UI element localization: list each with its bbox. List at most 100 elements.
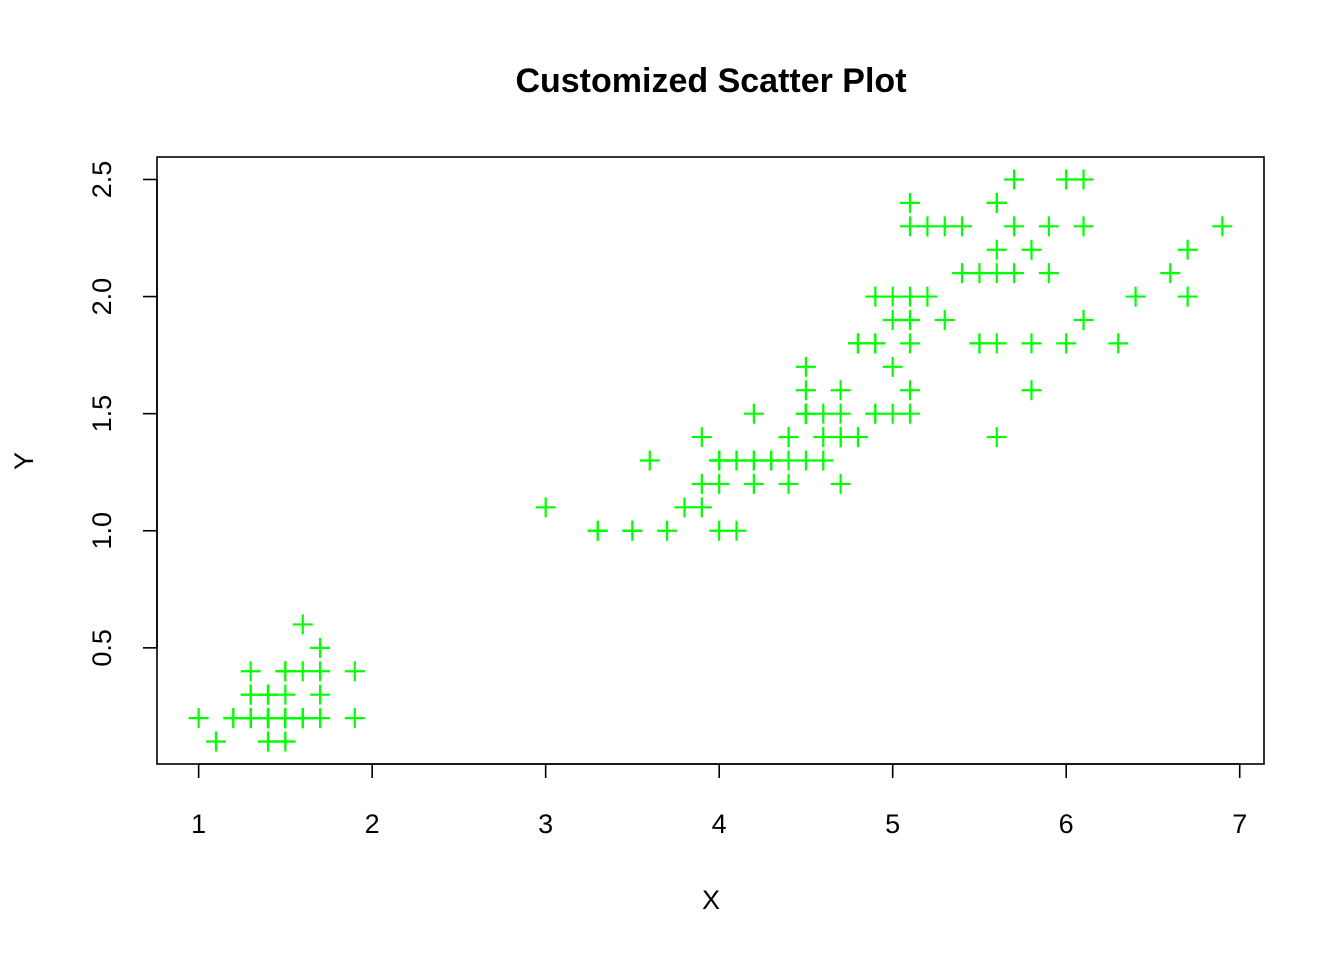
data-point (587, 520, 608, 541)
data-point (1038, 263, 1059, 284)
x-tick-label: 3 (538, 809, 553, 839)
data-point (310, 661, 331, 682)
data-point (1004, 263, 1025, 284)
data-point (882, 356, 903, 377)
data-point (1108, 333, 1129, 354)
data-point (761, 450, 782, 471)
data-point (917, 216, 938, 237)
data-point (258, 684, 279, 705)
data-point (1004, 216, 1025, 237)
data-point (795, 403, 816, 424)
data-point (674, 497, 695, 518)
data-point (795, 356, 816, 377)
data-point (1125, 286, 1146, 307)
data-point (986, 427, 1007, 448)
x-tick-label: 4 (712, 809, 727, 839)
data-point (275, 684, 296, 705)
data-point (240, 708, 261, 729)
data-point (1073, 216, 1094, 237)
data-point (952, 216, 973, 237)
data-point (917, 286, 938, 307)
data-point (813, 427, 834, 448)
data-points (188, 169, 1233, 752)
data-point (639, 450, 660, 471)
data-point (292, 661, 313, 682)
data-point (830, 403, 851, 424)
data-point (275, 731, 296, 752)
data-point (1021, 239, 1042, 260)
y-tick-label: 2.0 (87, 278, 117, 316)
data-point (830, 427, 851, 448)
data-point (709, 473, 730, 494)
data-point (1056, 169, 1077, 190)
data-point (1038, 216, 1059, 237)
data-point (900, 403, 921, 424)
data-point (344, 708, 365, 729)
data-point (275, 708, 296, 729)
data-point (344, 661, 365, 682)
data-point (535, 497, 556, 518)
y-axis: 0.5 1.0 1.5 2.0 2.5 (87, 161, 158, 667)
data-point (900, 309, 921, 330)
data-point (778, 427, 799, 448)
data-point (952, 263, 973, 284)
data-point (691, 427, 712, 448)
data-point (1021, 333, 1042, 354)
data-point (969, 263, 990, 284)
data-point (900, 286, 921, 307)
data-point (691, 497, 712, 518)
data-point (1004, 169, 1025, 190)
data-point (865, 286, 886, 307)
data-point (188, 708, 209, 729)
data-point (986, 239, 1007, 260)
data-point (258, 708, 279, 729)
x-axis-label: X (702, 885, 720, 915)
data-point (657, 520, 678, 541)
data-point (223, 708, 244, 729)
data-point (258, 731, 279, 752)
data-point (847, 333, 868, 354)
data-point (691, 473, 712, 494)
data-point (813, 403, 834, 424)
x-tick-label: 2 (365, 809, 380, 839)
data-point (900, 216, 921, 237)
data-point (743, 450, 764, 471)
data-point (986, 192, 1007, 213)
data-point (1073, 169, 1094, 190)
x-axis: 1 2 3 4 5 6 7 (191, 763, 1247, 839)
data-point (882, 309, 903, 330)
data-point (778, 450, 799, 471)
data-point (726, 450, 747, 471)
data-point (709, 520, 730, 541)
data-point (1073, 309, 1094, 330)
data-point (205, 731, 226, 752)
data-point (275, 661, 296, 682)
x-tick-label: 7 (1232, 809, 1247, 839)
data-point (292, 614, 313, 635)
y-tick-label: 2.5 (87, 161, 117, 199)
chart-title: Customized Scatter Plot (515, 62, 906, 100)
data-point (830, 380, 851, 401)
x-tick-label: 5 (885, 809, 900, 839)
data-point (795, 380, 816, 401)
y-axis-label: Y (9, 452, 39, 470)
data-point (969, 333, 990, 354)
data-point (934, 216, 955, 237)
data-point (986, 333, 1007, 354)
data-point (1021, 380, 1042, 401)
data-point (240, 684, 261, 705)
data-point (900, 333, 921, 354)
data-point (726, 520, 747, 541)
data-point (882, 286, 903, 307)
data-point (934, 309, 955, 330)
data-point (743, 403, 764, 424)
data-point (900, 192, 921, 213)
x-tick-label: 1 (191, 809, 206, 839)
data-point (847, 427, 868, 448)
data-point (813, 450, 834, 471)
data-point (865, 333, 886, 354)
data-point (986, 263, 1007, 284)
data-point (310, 684, 331, 705)
data-point (292, 708, 313, 729)
